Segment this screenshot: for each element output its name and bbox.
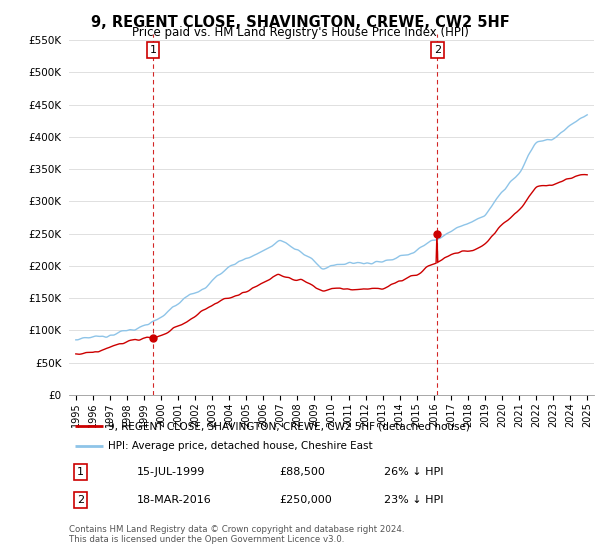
Text: 26% ↓ HPI: 26% ↓ HPI xyxy=(384,467,443,477)
Text: £88,500: £88,500 xyxy=(279,467,325,477)
Text: 15-JUL-1999: 15-JUL-1999 xyxy=(137,467,206,477)
Text: 2: 2 xyxy=(77,496,84,505)
Text: £250,000: £250,000 xyxy=(279,496,332,505)
Text: This data is licensed under the Open Government Licence v3.0.: This data is licensed under the Open Gov… xyxy=(69,535,344,544)
Text: 9, REGENT CLOSE, SHAVINGTON, CREWE, CW2 5HF: 9, REGENT CLOSE, SHAVINGTON, CREWE, CW2 … xyxy=(91,15,509,30)
Text: 2: 2 xyxy=(434,45,441,55)
Text: 1: 1 xyxy=(150,45,157,55)
Text: 23% ↓ HPI: 23% ↓ HPI xyxy=(384,496,443,505)
Text: Price paid vs. HM Land Registry's House Price Index (HPI): Price paid vs. HM Land Registry's House … xyxy=(131,26,469,39)
Text: HPI: Average price, detached house, Cheshire East: HPI: Average price, detached house, Ches… xyxy=(109,441,373,451)
Text: 1: 1 xyxy=(77,467,84,477)
Text: Contains HM Land Registry data © Crown copyright and database right 2024.: Contains HM Land Registry data © Crown c… xyxy=(69,525,404,534)
Text: 18-MAR-2016: 18-MAR-2016 xyxy=(137,496,212,505)
Text: 9, REGENT CLOSE, SHAVINGTON, CREWE, CW2 5HF (detached house): 9, REGENT CLOSE, SHAVINGTON, CREWE, CW2 … xyxy=(109,421,470,431)
